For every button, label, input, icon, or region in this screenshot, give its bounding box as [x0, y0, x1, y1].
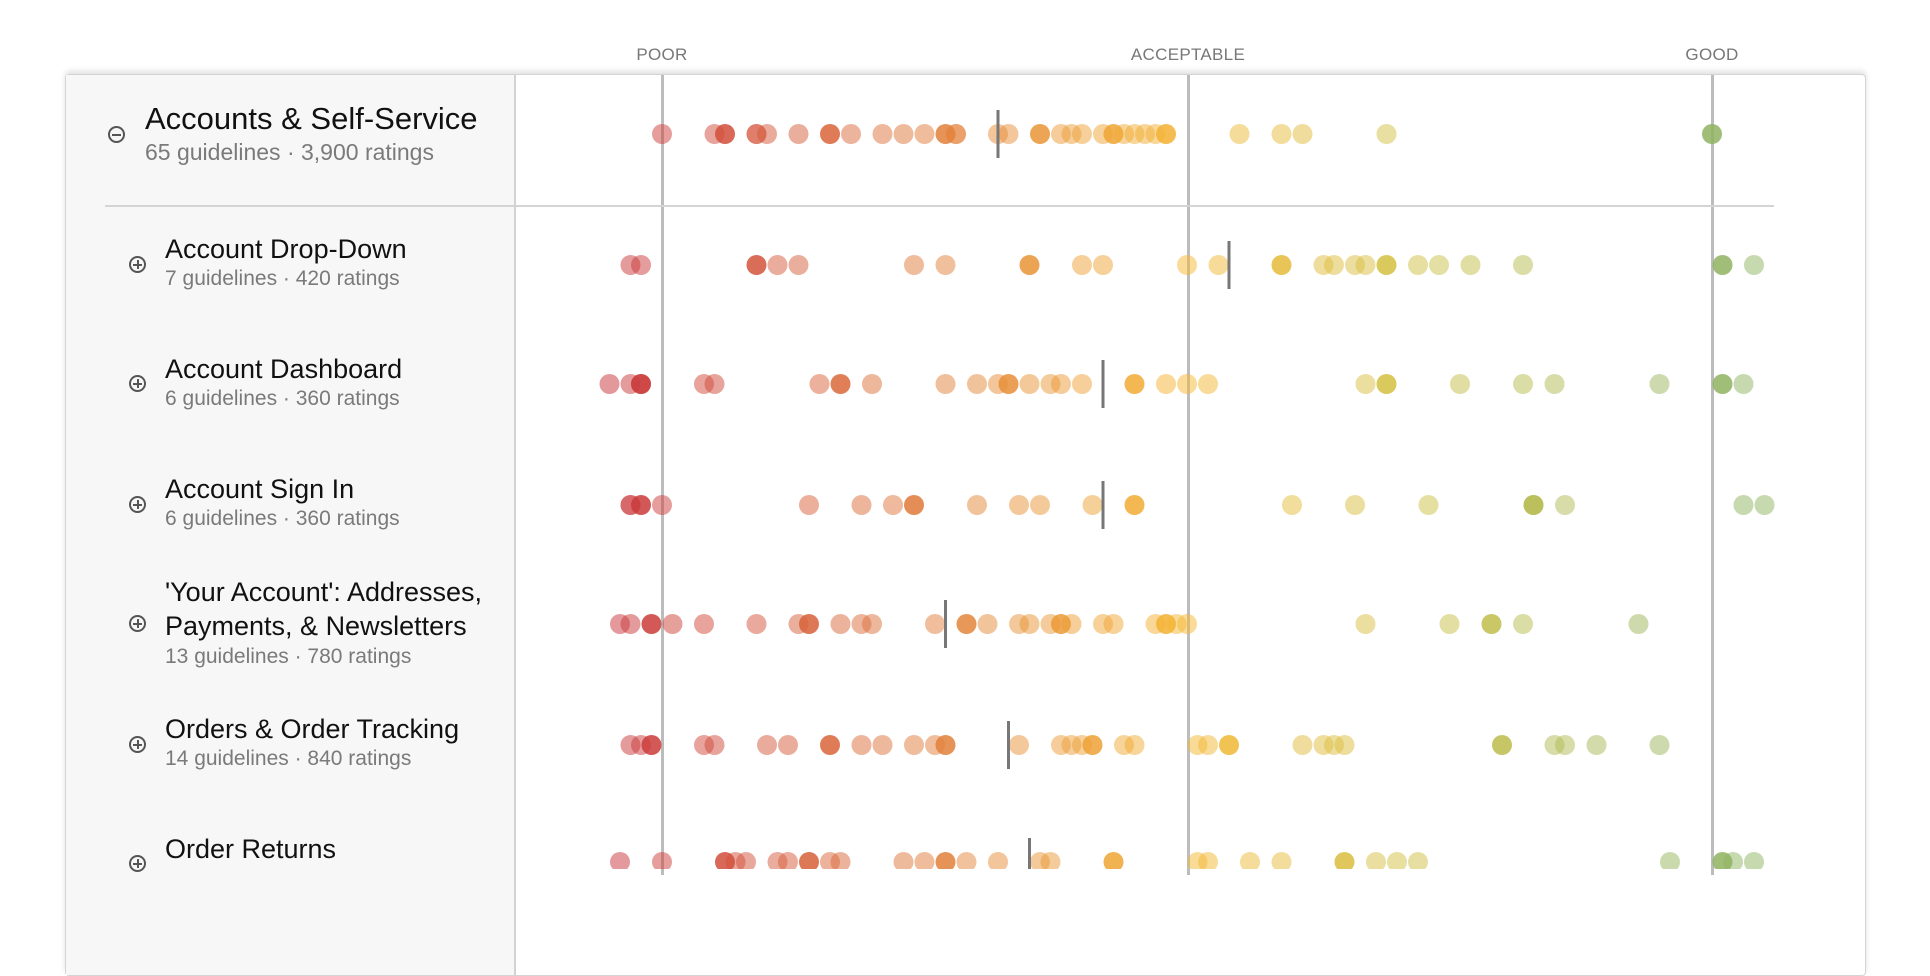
row-label-account-dashboard[interactable]: Account Dashboard 6 guidelines · 360 rat…	[165, 353, 402, 411]
expand-icon[interactable]	[129, 375, 146, 392]
row-subtitle: 6 guidelines · 360 ratings	[165, 507, 400, 531]
poor-reference-line	[661, 75, 664, 875]
good-reference-line	[1711, 75, 1714, 875]
category-panel	[66, 75, 516, 975]
row-label-accounts-self-service[interactable]: Accounts & Self-Service 65 guidelines · …	[145, 100, 478, 166]
row-title: Orders & Order Tracking	[165, 714, 460, 744]
row-label-orders-order-tracking[interactable]: Orders & Order Tracking 14 guidelines · …	[165, 713, 459, 771]
row-subtitle: 7 guidelines · 420 ratings	[165, 267, 400, 291]
row-title: Accounts & Self-Service	[145, 101, 478, 136]
row-title: Account Sign In	[165, 474, 355, 504]
row-subtitle: 6 guidelines · 360 ratings	[165, 387, 400, 411]
row-label-your-account[interactable]: 'Your Account': Addresses, Payments, & N…	[165, 575, 515, 669]
collapse-icon[interactable]	[108, 126, 125, 143]
row-title: Account Dashboard	[165, 354, 403, 384]
axis-label-good: GOOD	[1685, 45, 1739, 64]
row-title: Order Returns	[165, 834, 337, 864]
expand-icon[interactable]	[129, 256, 146, 273]
expand-icon[interactable]	[129, 736, 146, 753]
expand-icon[interactable]	[129, 855, 146, 872]
axis-label-poor: POOR	[636, 45, 688, 64]
expand-icon[interactable]	[129, 496, 146, 513]
row-title: Account Drop-Down	[165, 234, 407, 264]
row-label-account-drop-down[interactable]: Account Drop-Down 7 guidelines · 420 rat…	[165, 233, 407, 291]
group-divider	[105, 205, 1774, 207]
row-subtitle: 65 guidelines · 3,900 ratings	[145, 139, 434, 166]
row-title: 'Your Account': Addresses, Payments, & N…	[165, 577, 483, 641]
row-label-order-returns[interactable]: Order Returns	[165, 833, 336, 865]
row-subtitle: 13 guidelines · 780 ratings	[165, 645, 412, 668]
expand-icon[interactable]	[129, 615, 146, 632]
acceptable-reference-line	[1187, 75, 1190, 875]
axis-label-acceptable: ACCEPTABLE	[1130, 45, 1246, 64]
row-label-account-sign-in[interactable]: Account Sign In 6 guidelines · 360 ratin…	[165, 473, 400, 531]
row-subtitle: 14 guidelines · 840 ratings	[165, 747, 412, 771]
